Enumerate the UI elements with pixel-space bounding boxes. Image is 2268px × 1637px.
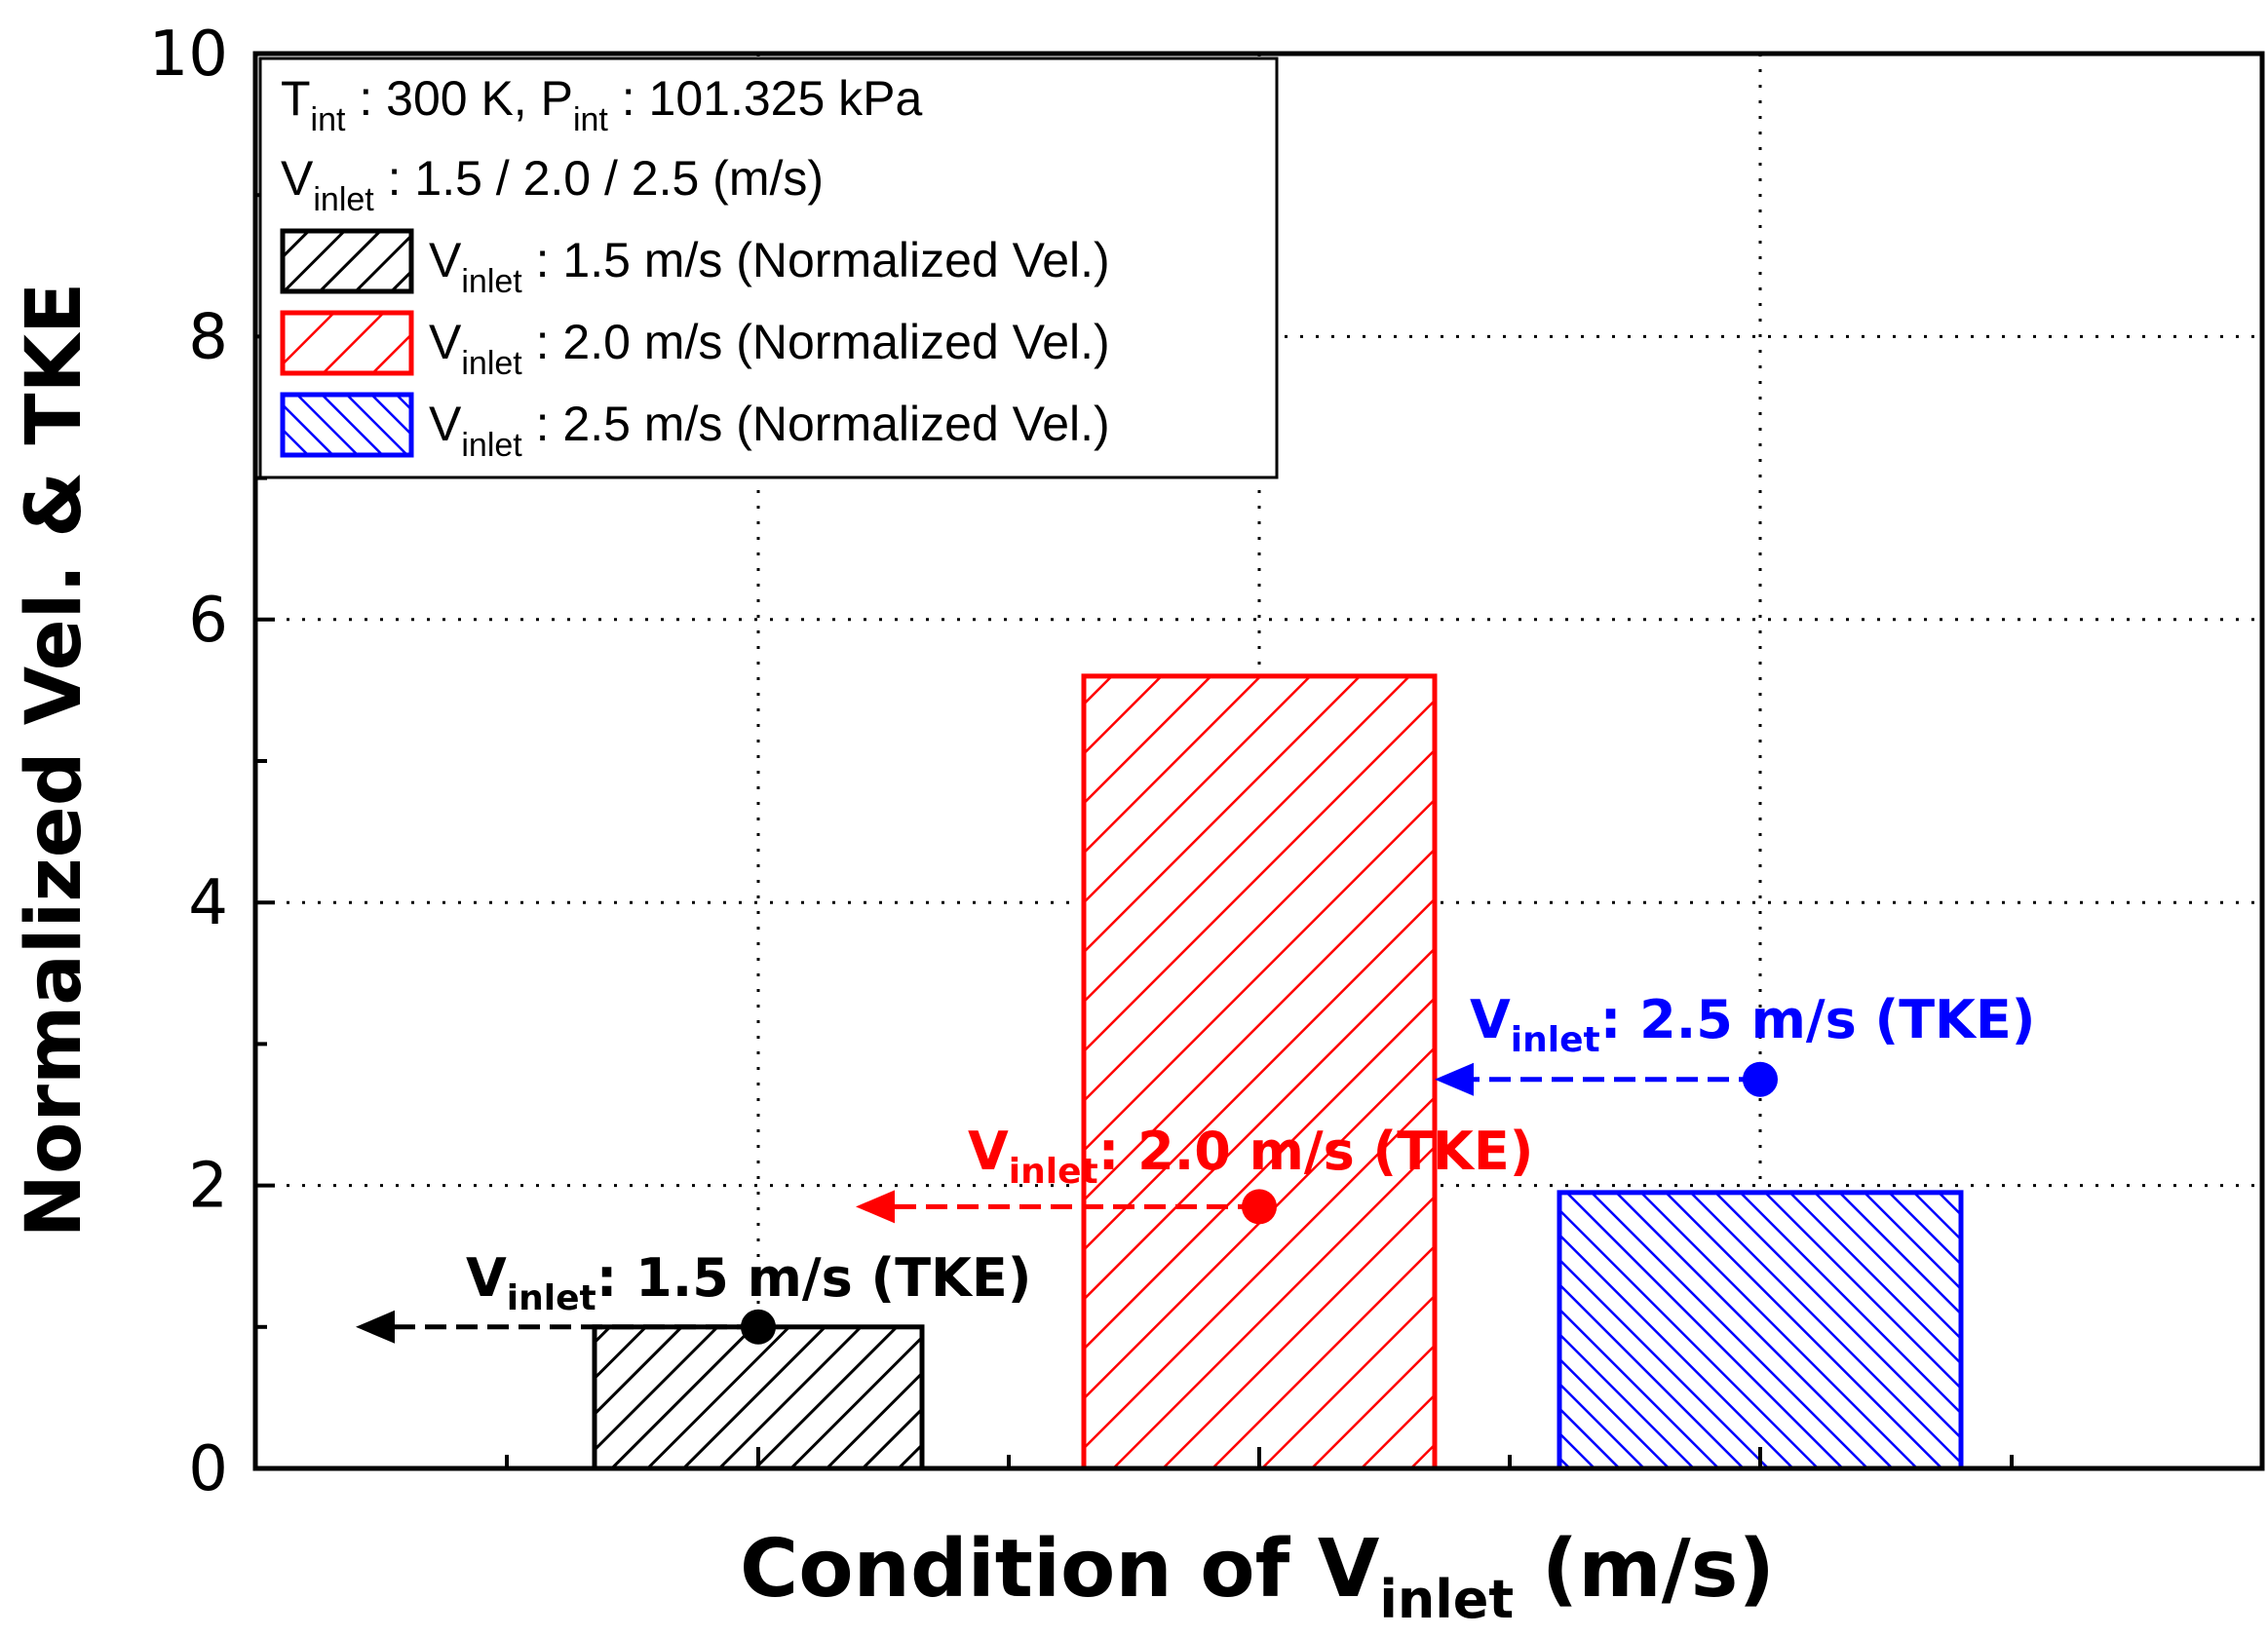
legend-label-2: Vinlet : 2.5 m/s (Normalized Vel.) [429, 397, 1110, 464]
legend-condition-0: Tint : 300 K, Pint : 101.325 kPa [281, 71, 923, 138]
tke-annotations: Vinlet: 1.5 m/s (TKE) Vinlet: 2.0 m/s (TK… [356, 989, 2035, 1345]
x-axis-title-sub: inlet [1379, 1569, 1514, 1630]
x-axis-title-unit: (m/s) [1514, 1523, 1775, 1616]
x-axis-title-main: Condition of V [740, 1523, 1380, 1616]
tke-label-2: Vinlet: 2.5 m/s (TKE) [1470, 989, 2035, 1060]
y-tick-label: 6 [188, 585, 228, 657]
y-tick-label: 8 [188, 301, 228, 373]
legend-label-0: Vinlet : 1.5 m/s (Normalized Vel.) [429, 233, 1110, 300]
tke-arrow-head-0 [356, 1310, 395, 1344]
tke-point-2 [1743, 1061, 1778, 1097]
legend-box [258, 57, 1279, 479]
y-axis-title: Normalized Vel. & TKE [11, 283, 98, 1238]
tke-label-0: Vinlet: 1.5 m/s (TKE) [466, 1247, 1031, 1318]
tke-point-1 [1242, 1189, 1277, 1225]
legend-swatch-0 [280, 228, 414, 294]
tke-arrow-head-2 [1435, 1062, 1474, 1096]
tke-label-1: Vinlet: 2.0 m/s (TKE) [968, 1121, 1533, 1192]
legend-condition-1: Vinlet : 1.5 / 2.0 / 2.5 (m/s) [281, 151, 824, 218]
x-axis-title: Condition of Vinlet (m/s) [740, 1523, 1775, 1630]
y-tick-label: 0 [188, 1433, 228, 1505]
tke-point-0 [741, 1309, 776, 1345]
y-tick-label: 2 [188, 1151, 228, 1223]
legend: Tint : 300 K, Pint : 101.325 kPa Vinlet :… [258, 57, 1279, 479]
tke-arrow-head-1 [856, 1190, 895, 1224]
bar-1 [1081, 673, 1438, 1471]
bar-2 [1557, 1190, 1964, 1471]
legend-label-1: Vinlet : 2.0 m/s (Normalized Vel.) [429, 315, 1110, 382]
y-tick-label: 4 [188, 867, 228, 939]
legend-swatch-2 [280, 392, 414, 458]
legend-swatch-1 [280, 310, 414, 376]
y-tick-label: 10 [149, 19, 228, 91]
